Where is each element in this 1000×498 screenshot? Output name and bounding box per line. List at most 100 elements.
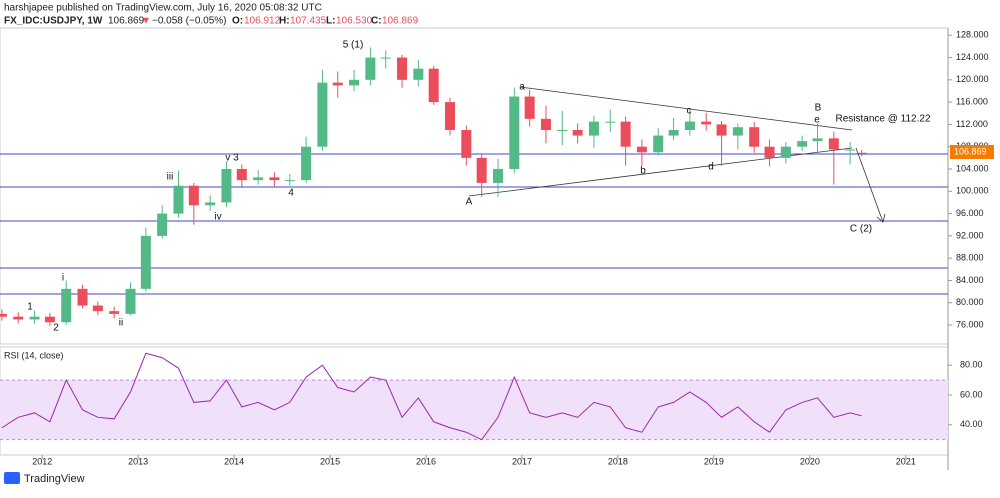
- candle-body: [797, 141, 808, 147]
- candle-body: [413, 68, 424, 80]
- y-tick-label: 96.000: [956, 208, 984, 218]
- wave-label: b: [640, 166, 646, 177]
- candle-body: [269, 177, 280, 181]
- rsi-line: [1, 352, 862, 441]
- rsi-tick-label: 40.00: [960, 419, 983, 429]
- candle-body: [188, 185, 199, 206]
- y-tick-label: 116.000: [956, 96, 988, 106]
- candle-body: [0, 313, 7, 317]
- candle-body: [701, 121, 712, 125]
- change: −0.058 (−0.05%): [152, 16, 227, 27]
- candle-body: [572, 129, 583, 136]
- candle-body: [492, 169, 503, 183]
- x-tick-label: 2020: [800, 456, 820, 466]
- candle-body: [856, 152, 867, 154]
- price: 106.869: [108, 16, 145, 27]
- low: 106.530: [336, 16, 373, 27]
- rsi-tick-label: 80.00: [960, 360, 983, 370]
- wave-label: 4: [288, 188, 294, 199]
- price-pane: [0, 27, 949, 345]
- rsi-label: RSI (14, close): [4, 350, 64, 360]
- symbol: FX_IDC:USDJPY, 1W: [4, 16, 103, 27]
- candle-body: [332, 82, 343, 86]
- candle-body: [380, 57, 391, 59]
- x-tick-label: 2019: [704, 456, 724, 466]
- candle-body: [236, 169, 247, 181]
- candle-body: [684, 121, 695, 130]
- rsi-band: [0, 380, 948, 440]
- wave-label: 1: [27, 302, 33, 313]
- candle-body: [540, 118, 551, 130]
- wave-label: a: [519, 82, 525, 93]
- y-tick-label: 76.000: [956, 319, 984, 329]
- candle-body: [653, 135, 664, 153]
- logo: [4, 472, 20, 484]
- candle-body: [173, 185, 184, 214]
- marks: 76.000 80.000 84.000 88.000 92.000 96.000 100.…: [0, 30, 989, 466]
- candle-body: [125, 288, 136, 314]
- close: 106.869: [382, 16, 419, 27]
- direction: ▼: [141, 16, 151, 27]
- y-tick-label: 104.000: [956, 163, 989, 173]
- y-tick-label: 84.000: [956, 275, 984, 285]
- trend-line: [468, 147, 853, 197]
- wave-label: d: [708, 162, 714, 173]
- candle-body: [77, 288, 88, 306]
- wave-label: 5 (1): [343, 40, 364, 51]
- candle-body: [845, 149, 856, 151]
- x-tick-label: 2016: [416, 456, 436, 466]
- y-tick-label: 92.000: [956, 230, 984, 240]
- candle-body: [61, 288, 72, 323]
- wave-label: C (2): [850, 224, 872, 235]
- candle-body: [445, 102, 456, 130]
- candle-body: [13, 316, 24, 320]
- candle-body: [557, 129, 568, 131]
- candle-body: [221, 169, 232, 203]
- candle-body: [764, 146, 775, 158]
- y-tick-label: 88.000: [956, 253, 984, 263]
- y-tick-label: 80.000: [956, 297, 984, 307]
- x-tick-label: 2012: [32, 456, 52, 466]
- candle-body: [732, 127, 743, 136]
- candle-body: [588, 121, 599, 136]
- arrow: [855, 147, 884, 223]
- candle-body: [828, 138, 839, 150]
- wave-label: iii: [167, 172, 174, 183]
- candle-body: [44, 316, 55, 323]
- candle-body: [140, 235, 151, 289]
- arrow-head: [876, 213, 886, 223]
- candle-body: [605, 121, 616, 123]
- rsi-tick-label: 60.00: [960, 389, 983, 399]
- high: 107.435: [290, 16, 327, 27]
- candle-body: [205, 202, 216, 206]
- symbol-line: FX_IDC:USDJPY, 1W 106.869 ▼ −0.058 (−0.0…: [4, 16, 419, 27]
- footer: TradingView: [24, 473, 85, 485]
- candle-body: [428, 68, 439, 103]
- candle-body: [317, 82, 328, 147]
- candle-body: [253, 177, 264, 181]
- candle-body: [109, 311, 120, 314]
- x-tick-label: 2014: [224, 456, 244, 466]
- x-tick-label: 2013: [128, 456, 148, 466]
- candle-body: [812, 138, 823, 142]
- candle-body: [157, 213, 168, 236]
- candle-body: [301, 146, 312, 181]
- wave-label: B: [815, 103, 822, 114]
- candle-body: [284, 180, 295, 182]
- candle-body: [509, 96, 520, 170]
- candle-body: [749, 127, 760, 147]
- price-label: 106.869: [954, 146, 987, 156]
- open: 106.912: [244, 16, 281, 27]
- wave-label: A: [466, 197, 473, 208]
- candle-body: [461, 129, 472, 158]
- y-tick-label: 120.000: [956, 74, 989, 84]
- wave-label: ii: [119, 318, 123, 329]
- trend-line: [519, 86, 853, 131]
- price-label-box: [950, 145, 994, 159]
- candle-body: [668, 129, 679, 136]
- close-label: C:: [371, 16, 382, 27]
- wave-label: iv: [214, 212, 221, 223]
- x-tick-label: 2018: [608, 456, 628, 466]
- x-tick-label: 2017: [512, 456, 532, 466]
